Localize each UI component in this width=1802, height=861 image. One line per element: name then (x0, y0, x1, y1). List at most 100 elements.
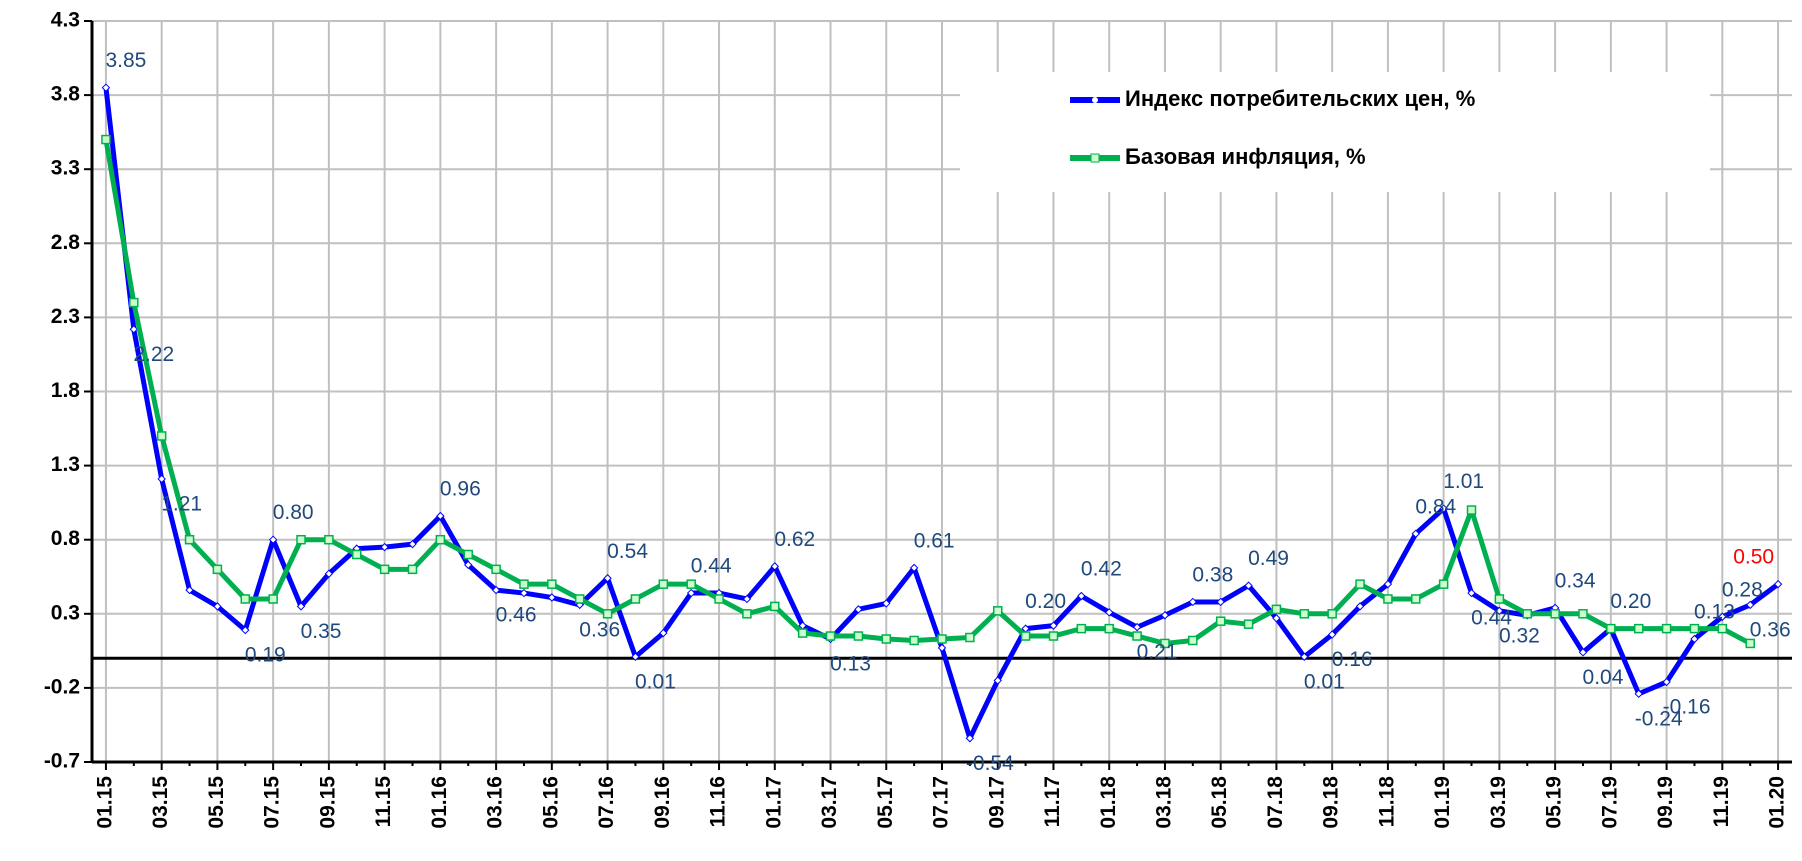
x-tick-label: 11.18 (1375, 776, 1398, 828)
point-marker (1049, 621, 1058, 630)
data-label: 0.04 (1583, 666, 1624, 689)
point-marker (464, 560, 473, 570)
data-label: 0.01 (1304, 670, 1345, 693)
data-label: 0.28 (1722, 578, 1763, 601)
point-marker (296, 602, 306, 611)
point-marker (213, 602, 222, 611)
point-marker (742, 609, 752, 619)
data-label: 0.20 (1025, 590, 1066, 613)
point-marker (408, 539, 417, 549)
point-marker (1105, 608, 1114, 617)
point-marker (1160, 611, 1170, 620)
point-marker (1160, 638, 1170, 649)
x-tick-label: 03.18 (1152, 776, 1175, 829)
point-marker (380, 542, 389, 552)
point-marker (491, 564, 501, 575)
x-tick-label: 01.19 (1431, 776, 1454, 829)
point-marker (742, 594, 752, 604)
data-label: -0.16 (1663, 696, 1711, 719)
point-marker (379, 564, 390, 575)
x-tick-label: 01.16 (428, 776, 451, 829)
point-marker (240, 594, 251, 604)
data-label: 0.16 (1332, 648, 1373, 671)
data-label: 0.36 (1750, 618, 1791, 641)
y-tick-label: -0.7 (44, 750, 80, 773)
point-marker (184, 534, 195, 545)
point-marker (407, 564, 418, 575)
point-marker (1438, 579, 1449, 589)
legend-label: Индекс потребительских цен, % (1125, 86, 1475, 111)
x-tick-label: 07.16 (595, 776, 618, 829)
point-marker (992, 606, 1003, 616)
point-marker (1077, 591, 1086, 601)
data-label: 1.01 (1443, 470, 1484, 493)
y-tick-label: -0.2 (44, 675, 80, 698)
point-marker (296, 534, 306, 545)
data-label: -0.54 (966, 752, 1014, 775)
legend-label: Базовая инфляция, % (1125, 144, 1366, 169)
x-tick-label: 09.19 (1654, 776, 1677, 829)
point-marker (1327, 609, 1337, 619)
point-marker (268, 535, 278, 544)
point-marker (937, 643, 947, 653)
point-marker (1690, 634, 1699, 644)
point-marker (185, 585, 194, 595)
y-tick-label: 2.3 (51, 305, 80, 328)
point-marker (1522, 609, 1532, 619)
data-label: 0.34 (1555, 569, 1596, 592)
x-tick-label: 09.15 (316, 776, 339, 829)
point-marker (101, 83, 111, 92)
data-label: 0.50 (1733, 546, 1774, 569)
point-marker (770, 562, 779, 571)
point-marker (324, 534, 334, 545)
point-marker (993, 676, 1002, 685)
point-marker (602, 609, 613, 619)
point-marker (1383, 594, 1393, 604)
point-marker (1272, 614, 1281, 623)
point-marker (1578, 648, 1588, 657)
x-tick-label: 07.19 (1598, 776, 1621, 829)
point-marker (1773, 579, 1783, 589)
point-marker (1327, 630, 1337, 639)
point-marker (965, 632, 975, 643)
point-marker (436, 511, 445, 521)
x-tick-label: 03.17 (818, 776, 841, 829)
data-label: 0.44 (691, 555, 732, 578)
point-marker (1745, 638, 1755, 649)
data-label: 0.62 (774, 528, 815, 551)
point-marker (825, 631, 836, 641)
point-marker (686, 588, 696, 598)
y-tick-label: 1.3 (51, 453, 80, 476)
y-tick-label: 3.8 (51, 83, 81, 106)
point-marker (1717, 623, 1728, 634)
data-label: 0.84 (1415, 495, 1456, 518)
data-label: 0.96 (440, 478, 481, 501)
x-tick-label: 01.15 (93, 776, 116, 829)
point-marker (1132, 631, 1142, 641)
point-marker (1634, 689, 1643, 699)
x-tick-label: 09.17 (985, 776, 1008, 829)
point-marker (1020, 631, 1031, 641)
data-label: 1.21 (161, 492, 202, 515)
point-marker (1300, 652, 1309, 661)
point-marker (1606, 623, 1616, 634)
point-marker (686, 579, 696, 589)
point-marker (1494, 594, 1505, 604)
x-tick-label: 11.17 (1041, 776, 1064, 827)
point-marker (1633, 623, 1644, 634)
data-label: 0.61 (914, 529, 955, 552)
point-marker (1048, 631, 1059, 641)
point-marker (463, 549, 473, 560)
x-tick-label: 11.16 (707, 776, 730, 827)
point-marker (1689, 623, 1700, 634)
point-marker (1216, 597, 1225, 607)
data-label: 0.32 (1499, 624, 1540, 647)
x-tick-label: 01.17 (762, 776, 785, 829)
data-label: 0.80 (273, 501, 314, 524)
x-tick-label: 03.16 (484, 776, 507, 829)
point-marker (770, 601, 780, 612)
data-label: 2.22 (133, 343, 174, 366)
point-marker (1215, 616, 1226, 626)
data-label: 0.13 (830, 653, 871, 676)
point-marker (1244, 581, 1253, 590)
